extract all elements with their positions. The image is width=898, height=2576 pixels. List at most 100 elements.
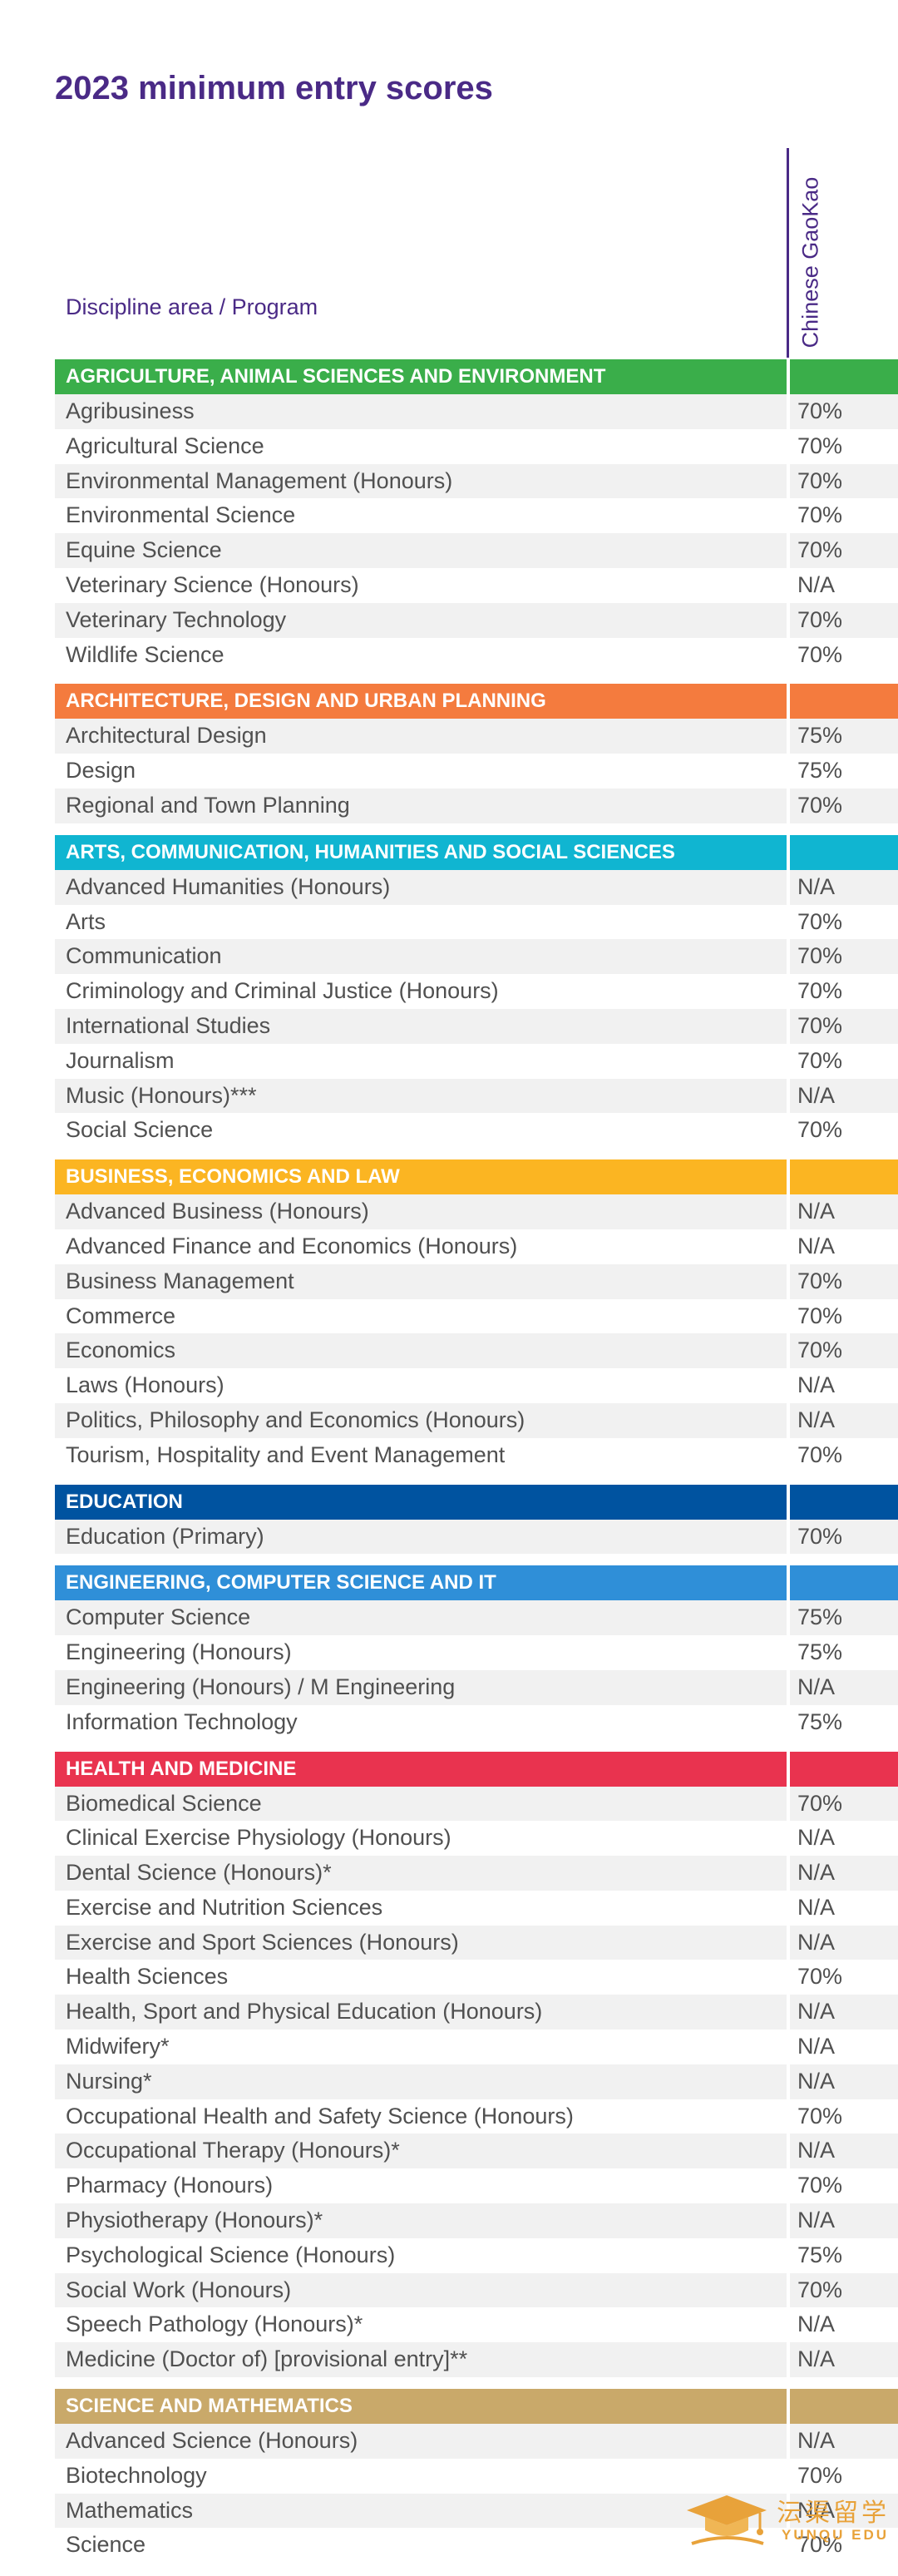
gaokao-score: N/A [797, 571, 836, 597]
gaokao-score: 70% [797, 1523, 843, 1549]
row-divider [787, 1925, 790, 1960]
table-row: Social Science 70% [55, 1113, 898, 1149]
table-section: EDUCATION Education (Primary) 70% [55, 1484, 898, 1555]
column-header-program: Discipline area / Program [66, 294, 318, 319]
gaokao-score: N/A [797, 2034, 836, 2059]
table-row: Communication 70% [55, 939, 898, 975]
row-divider [787, 394, 790, 429]
section-header: ENGINEERING, COMPUTER SCIENCE AND IT [55, 1565, 898, 1601]
program-name: Advanced Finance and Economics (Honours) [66, 1233, 518, 1258]
row-divider [787, 1519, 790, 1555]
program-name: Mathematics [66, 2497, 194, 2523]
table-row: Engineering (Honours) / M Engineering N/A [55, 1669, 898, 1705]
table-row: Environmental Science 70% [55, 498, 898, 534]
row-divider [787, 1078, 790, 1114]
gaokao-score: N/A [797, 1860, 836, 1886]
row-divider [787, 567, 790, 603]
gaokao-score: N/A [797, 1407, 836, 1432]
section-title: ARCHITECTURE, DESIGN AND URBAN PLANNING [66, 690, 546, 713]
table-row: Criminology and Criminal Justice (Honour… [55, 974, 898, 1009]
table-row: Biomedical Science 70% [55, 1786, 898, 1822]
table-row: Veterinary Technology 70% [55, 602, 898, 638]
table-row: Agricultural Science 70% [55, 428, 898, 464]
program-name: Biomedical Science [66, 1790, 262, 1816]
gaokao-score: 70% [797, 1047, 843, 1073]
program-name: Exercise and Sport Sciences (Honours) [66, 1929, 459, 1955]
row-divider [787, 2064, 790, 2099]
section-header: SCIENCE AND MATHEMATICS [55, 2389, 898, 2425]
gaokao-score: N/A [797, 1082, 836, 1108]
table-row: Medicine (Doctor of) [provisional entry]… [55, 2342, 898, 2378]
table-row: Biotechnology 70% [55, 2458, 898, 2494]
table-row: Education (Primary) 70% [55, 1519, 898, 1555]
program-name: Communication [66, 943, 222, 969]
gaokao-score: 70% [797, 943, 843, 969]
program-name: Physiotherapy (Honours)* [66, 2208, 323, 2233]
row-divider [787, 602, 790, 638]
table-row: Advanced Business (Honours) N/A [55, 1194, 898, 1229]
table-row: Architectural Design 75% [55, 719, 898, 754]
program-name: Advanced Science (Honours) [66, 2428, 358, 2454]
table-section: ARCHITECTURE, DESIGN AND URBAN PLANNING A… [55, 684, 898, 823]
row-divider [787, 1263, 790, 1299]
row-divider [787, 637, 790, 673]
section-header-divider [787, 1159, 790, 1195]
row-divider [787, 2272, 790, 2308]
table-section: ENGINEERING, COMPUTER SCIENCE AND IT Comp… [55, 1565, 898, 1740]
row-divider [787, 1113, 790, 1149]
row-divider [787, 463, 790, 499]
table-row: Computer Science 75% [55, 1600, 898, 1636]
program-name: Design [66, 758, 136, 784]
watermark-logo: 沄渠留学 YUNQU EDU [683, 2487, 891, 2554]
table-row: Laws (Honours) N/A [55, 1368, 898, 1403]
row-divider [787, 788, 790, 823]
gaokao-score: N/A [797, 873, 836, 899]
program-name: Health, Sport and Physical Education (Ho… [66, 1999, 543, 2025]
row-divider [787, 869, 790, 905]
program-name: Occupational Therapy (Honours)* [66, 2138, 400, 2163]
gaokao-score: 75% [797, 1639, 843, 1665]
program-name: Architectural Design [66, 723, 267, 749]
program-name: Criminology and Criminal Justice (Honour… [66, 978, 499, 1004]
table-row: Agribusiness 70% [55, 394, 898, 429]
table-row: International Studies 70% [55, 1008, 898, 1044]
program-name: Social Work (Honours) [66, 2277, 292, 2302]
row-divider [787, 1437, 790, 1473]
gaokao-score: 70% [797, 1012, 843, 1038]
row-divider [787, 1890, 790, 1926]
row-divider [787, 1194, 790, 1229]
section-header-divider [787, 1565, 790, 1601]
table-row: Information Technology 75% [55, 1704, 898, 1740]
section-header: ARCHITECTURE, DESIGN AND URBAN PLANNING [55, 684, 898, 719]
column-header-score: Chinese GaoKao [797, 176, 823, 348]
column-header-divider [787, 148, 789, 358]
row-divider [787, 1402, 790, 1438]
gaokao-score: 70% [797, 1268, 843, 1293]
program-name: Speech Pathology (Honours)* [66, 2311, 363, 2337]
program-name: Arts [66, 908, 106, 934]
program-name: Clinical Exercise Physiology (Honours) [66, 1825, 451, 1851]
table-row: Business Management 70% [55, 1263, 898, 1299]
table-row: Wildlife Science 70% [55, 637, 898, 673]
gaokao-score: 70% [797, 1117, 843, 1143]
row-divider [787, 2458, 790, 2494]
section-header-divider [787, 684, 790, 719]
row-divider [787, 1856, 790, 1891]
program-name: Business Management [66, 1268, 294, 1293]
column-header-score-wrap: Chinese GaoKao [794, 171, 827, 354]
gaokao-score: 70% [797, 2103, 843, 2129]
gaokao-score: 70% [797, 2173, 843, 2198]
table-row: Advanced Finance and Economics (Honours)… [55, 1229, 898, 1264]
program-name: International Studies [66, 1012, 271, 1038]
program-name: Advanced Humanities (Honours) [66, 873, 391, 899]
section-header-divider [787, 2389, 790, 2425]
table-row: Nursing* N/A [55, 2064, 898, 2099]
gaokao-score: N/A [797, 2428, 836, 2454]
program-name: Environmental Management (Honours) [66, 467, 453, 493]
program-name: Engineering (Honours) [66, 1639, 292, 1665]
row-divider [787, 754, 790, 789]
table-row: Regional and Town Planning 70% [55, 788, 898, 823]
row-divider [787, 904, 790, 940]
watermark-text-en: YUNQU EDU [782, 2527, 890, 2543]
program-name: Midwifery* [66, 2034, 170, 2059]
